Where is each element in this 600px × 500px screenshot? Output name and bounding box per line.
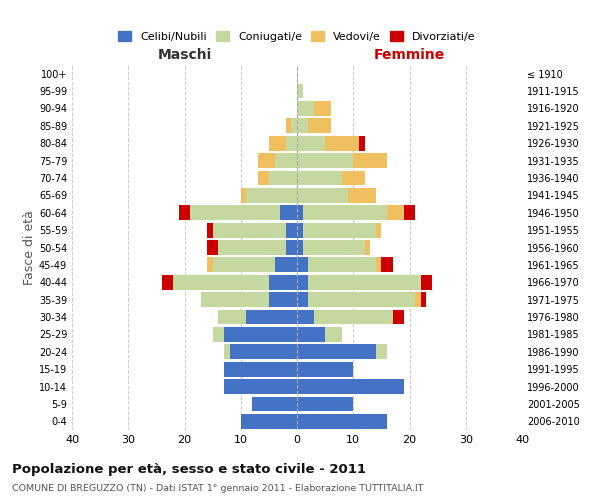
Bar bbox=[218, 310, 247, 324]
Bar bbox=[302, 206, 387, 220]
Y-axis label: Fasce di età: Fasce di età bbox=[23, 210, 36, 285]
Bar bbox=[297, 136, 325, 150]
Bar bbox=[308, 118, 331, 133]
Bar bbox=[302, 222, 376, 238]
Bar bbox=[280, 206, 297, 220]
Bar bbox=[376, 222, 382, 238]
Bar bbox=[297, 84, 302, 98]
Bar bbox=[297, 327, 325, 342]
Y-axis label: Anni di nascita: Anni di nascita bbox=[596, 201, 600, 294]
Bar bbox=[207, 258, 212, 272]
Bar bbox=[257, 170, 269, 186]
Text: Femmine: Femmine bbox=[374, 48, 445, 62]
Bar bbox=[269, 292, 297, 307]
Bar bbox=[382, 258, 392, 272]
Bar bbox=[190, 206, 280, 220]
Bar bbox=[297, 240, 302, 255]
Bar bbox=[224, 362, 297, 376]
Bar bbox=[224, 344, 229, 359]
Bar bbox=[162, 275, 173, 289]
Bar bbox=[421, 275, 432, 289]
Bar bbox=[286, 240, 297, 255]
Bar bbox=[297, 379, 404, 394]
Bar bbox=[415, 292, 421, 307]
Bar bbox=[297, 362, 353, 376]
Bar bbox=[308, 292, 415, 307]
Bar bbox=[297, 206, 302, 220]
Bar bbox=[297, 153, 353, 168]
Bar bbox=[269, 170, 297, 186]
Bar bbox=[202, 292, 269, 307]
Bar bbox=[387, 206, 404, 220]
Bar bbox=[224, 327, 297, 342]
Bar bbox=[269, 275, 297, 289]
Bar bbox=[297, 310, 314, 324]
Bar bbox=[353, 153, 387, 168]
Bar bbox=[257, 153, 275, 168]
Bar bbox=[212, 258, 275, 272]
Bar bbox=[241, 414, 297, 428]
Bar bbox=[297, 275, 308, 289]
Text: Maschi: Maschi bbox=[157, 48, 212, 62]
Bar bbox=[275, 258, 297, 272]
Bar bbox=[224, 379, 297, 394]
Bar bbox=[376, 258, 382, 272]
Bar bbox=[325, 327, 342, 342]
Bar bbox=[207, 222, 212, 238]
Bar bbox=[297, 170, 342, 186]
Bar bbox=[314, 101, 331, 116]
Bar bbox=[286, 136, 297, 150]
Bar bbox=[292, 118, 297, 133]
Bar bbox=[218, 240, 286, 255]
Bar bbox=[179, 206, 190, 220]
Bar bbox=[297, 188, 347, 202]
Bar bbox=[359, 136, 365, 150]
Bar bbox=[297, 222, 302, 238]
Text: COMUNE DI BREGUZZO (TN) - Dati ISTAT 1° gennaio 2011 - Elaborazione TUTTITALIA.I: COMUNE DI BREGUZZO (TN) - Dati ISTAT 1° … bbox=[12, 484, 424, 493]
Bar bbox=[173, 275, 269, 289]
Bar bbox=[247, 188, 297, 202]
Bar bbox=[325, 136, 359, 150]
Bar bbox=[297, 292, 308, 307]
Bar bbox=[308, 275, 421, 289]
Legend: Celibi/Nubili, Coniugati/e, Vedovi/e, Divorziati/e: Celibi/Nubili, Coniugati/e, Vedovi/e, Di… bbox=[114, 27, 480, 46]
Bar bbox=[275, 153, 297, 168]
Text: Popolazione per età, sesso e stato civile - 2011: Popolazione per età, sesso e stato civil… bbox=[12, 462, 366, 475]
Bar bbox=[286, 118, 292, 133]
Bar bbox=[297, 344, 376, 359]
Bar bbox=[297, 396, 353, 411]
Bar bbox=[404, 206, 415, 220]
Bar bbox=[376, 344, 387, 359]
Bar bbox=[342, 170, 365, 186]
Bar bbox=[297, 258, 308, 272]
Bar bbox=[229, 344, 297, 359]
Bar bbox=[252, 396, 297, 411]
Bar bbox=[314, 310, 392, 324]
Bar bbox=[297, 414, 387, 428]
Bar bbox=[347, 188, 376, 202]
Bar bbox=[286, 222, 297, 238]
Bar bbox=[212, 222, 286, 238]
Bar bbox=[297, 118, 308, 133]
Bar bbox=[365, 240, 370, 255]
Bar bbox=[207, 240, 218, 255]
Bar bbox=[247, 310, 297, 324]
Bar bbox=[241, 188, 247, 202]
Bar bbox=[212, 327, 224, 342]
Bar bbox=[308, 258, 376, 272]
Bar bbox=[269, 136, 286, 150]
Bar bbox=[302, 240, 365, 255]
Bar bbox=[392, 310, 404, 324]
Bar bbox=[297, 101, 314, 116]
Bar bbox=[421, 292, 427, 307]
